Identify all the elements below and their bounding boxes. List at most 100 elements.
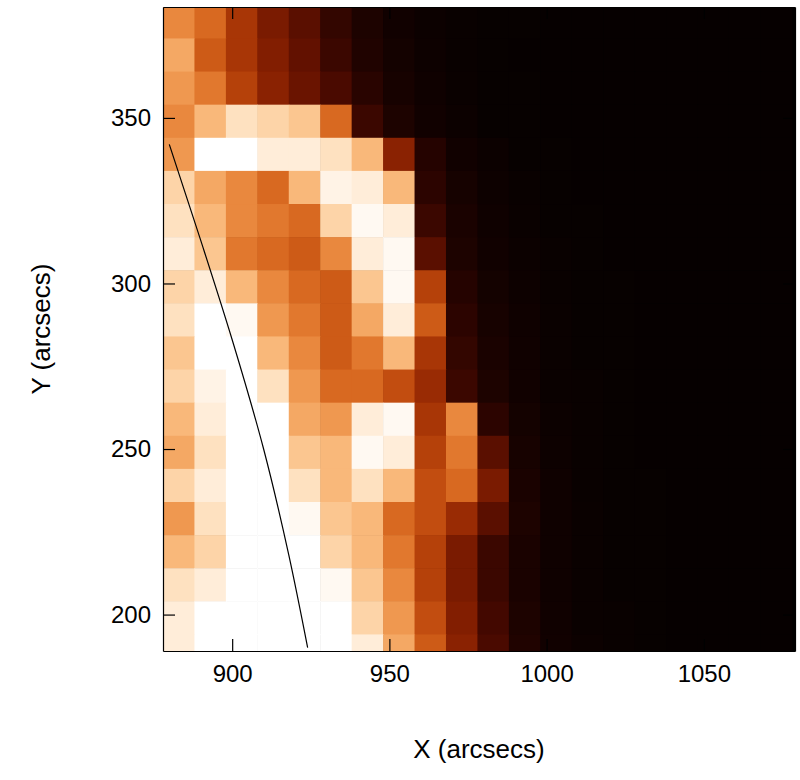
heatmap-cell: [666, 436, 698, 470]
heatmap-cell: [446, 601, 478, 635]
heatmap-cell: [666, 204, 698, 238]
heatmap-cell: [666, 370, 698, 404]
heatmap-cell: [540, 601, 572, 635]
heatmap-cell: [666, 568, 698, 602]
heatmap-cell: [226, 138, 258, 172]
heatmap-cell: [226, 601, 258, 635]
heatmap-cell: [352, 270, 384, 304]
tick-mark: [163, 614, 175, 615]
heatmap-cell: [226, 336, 258, 370]
heatmap-cell: [572, 370, 604, 404]
y-axis-title: Y (arcsecs): [26, 264, 56, 395]
heatmap-cell: [446, 138, 478, 172]
heatmap-cell: [383, 171, 415, 205]
y-axis: 200250300350: [111, 8, 175, 652]
heatmap-cell: [415, 105, 447, 139]
heatmap-cell: [603, 138, 635, 172]
heatmap-cell: [257, 568, 289, 602]
heatmap-cell: [635, 105, 667, 139]
heatmap-cell: [257, 370, 289, 404]
heatmap-cell: [383, 138, 415, 172]
heatmap-cell: [163, 436, 195, 470]
heatmap-cell: [509, 303, 541, 337]
heatmap-cell: [320, 403, 352, 437]
heatmap-cell: [352, 535, 384, 569]
heatmap-cell: [477, 138, 509, 172]
heatmap-cell: [257, 171, 289, 205]
heatmap-cell: [194, 403, 226, 437]
heatmap-cell: [289, 270, 321, 304]
plot-background: [163, 7, 795, 651]
heatmap-cell: [226, 237, 258, 271]
heatmap-cell: [572, 138, 604, 172]
heatmap-cell: [415, 568, 447, 602]
heatmap-cell: [635, 171, 667, 205]
heatmap-cell: [194, 72, 226, 106]
heatmap-cell: [635, 436, 667, 470]
tick-mark: [783, 118, 795, 119]
heatmap-cell: [509, 138, 541, 172]
heatmap-cell: [477, 568, 509, 602]
heatmap-cell: [446, 436, 478, 470]
heatmap-cell: [635, 7, 667, 39]
heatmap-cell: [415, 535, 447, 569]
heatmap-cell: [194, 469, 226, 503]
heatmap-cell: [603, 403, 635, 437]
heatmap-cell: [603, 436, 635, 470]
heatmap-cell: [760, 336, 792, 370]
heatmap-cell: [760, 303, 792, 337]
axis-line: [164, 7, 796, 8]
heatmap-cell: [477, 403, 509, 437]
heatmap-cell: [194, 138, 226, 172]
heatmap-cell: [760, 469, 792, 503]
tick: [232, 7, 233, 19]
tick: 950: [370, 639, 410, 687]
heatmap-cell: [540, 634, 572, 651]
heatmap-cell: [289, 138, 321, 172]
heatmap-cell: [194, 303, 226, 337]
heatmap-cell: [226, 38, 258, 72]
heatmap-cell: [257, 634, 289, 651]
heatmap-cell: [383, 370, 415, 404]
heatmap-cell: [163, 105, 195, 139]
heatmap-cell: [572, 568, 604, 602]
heatmap-cell: [194, 38, 226, 72]
heatmap-cell: [760, 38, 792, 72]
heatmap-cell: [194, 336, 226, 370]
heatmap-cell: [320, 634, 352, 651]
heatmap-cell: [698, 204, 730, 238]
heatmap-cell: [226, 270, 258, 304]
heatmap-cell: [163, 634, 195, 651]
heatmap-cell: [509, 72, 541, 106]
plot-area: [163, 7, 792, 651]
heatmap-cell: [760, 138, 792, 172]
heatmap-cell: [635, 336, 667, 370]
tick: [783, 449, 795, 450]
heatmap-cell: [415, 72, 447, 106]
heatmap-cell: [635, 568, 667, 602]
heatmap-cell: [163, 535, 195, 569]
heatmap-cell: [760, 502, 792, 536]
heatmap-cell: [446, 270, 478, 304]
heatmap-cell: [509, 38, 541, 72]
heatmap-cell: [163, 237, 195, 271]
heatmap-cell: [320, 171, 352, 205]
heatmap-cell: [698, 568, 730, 602]
heatmap-cell: [257, 105, 289, 139]
heatmap-cell: [760, 403, 792, 437]
heatmap-cell: [509, 270, 541, 304]
heatmap-cell: [352, 469, 384, 503]
heatmap-cell: [540, 568, 572, 602]
heatmap-cell: [320, 370, 352, 404]
heatmap-cell: [163, 270, 195, 304]
heatmap-cell: [415, 270, 447, 304]
heatmap-cell: [383, 336, 415, 370]
heatmap-cell: [509, 568, 541, 602]
heatmap-cell: [729, 72, 761, 106]
heatmap-cell: [509, 436, 541, 470]
heatmap-cell: [509, 336, 541, 370]
x-axis: 90095010001050: [164, 639, 796, 687]
heatmap-cell: [289, 38, 321, 72]
heatmap-cell: [540, 336, 572, 370]
heatmap-cell: [446, 469, 478, 503]
